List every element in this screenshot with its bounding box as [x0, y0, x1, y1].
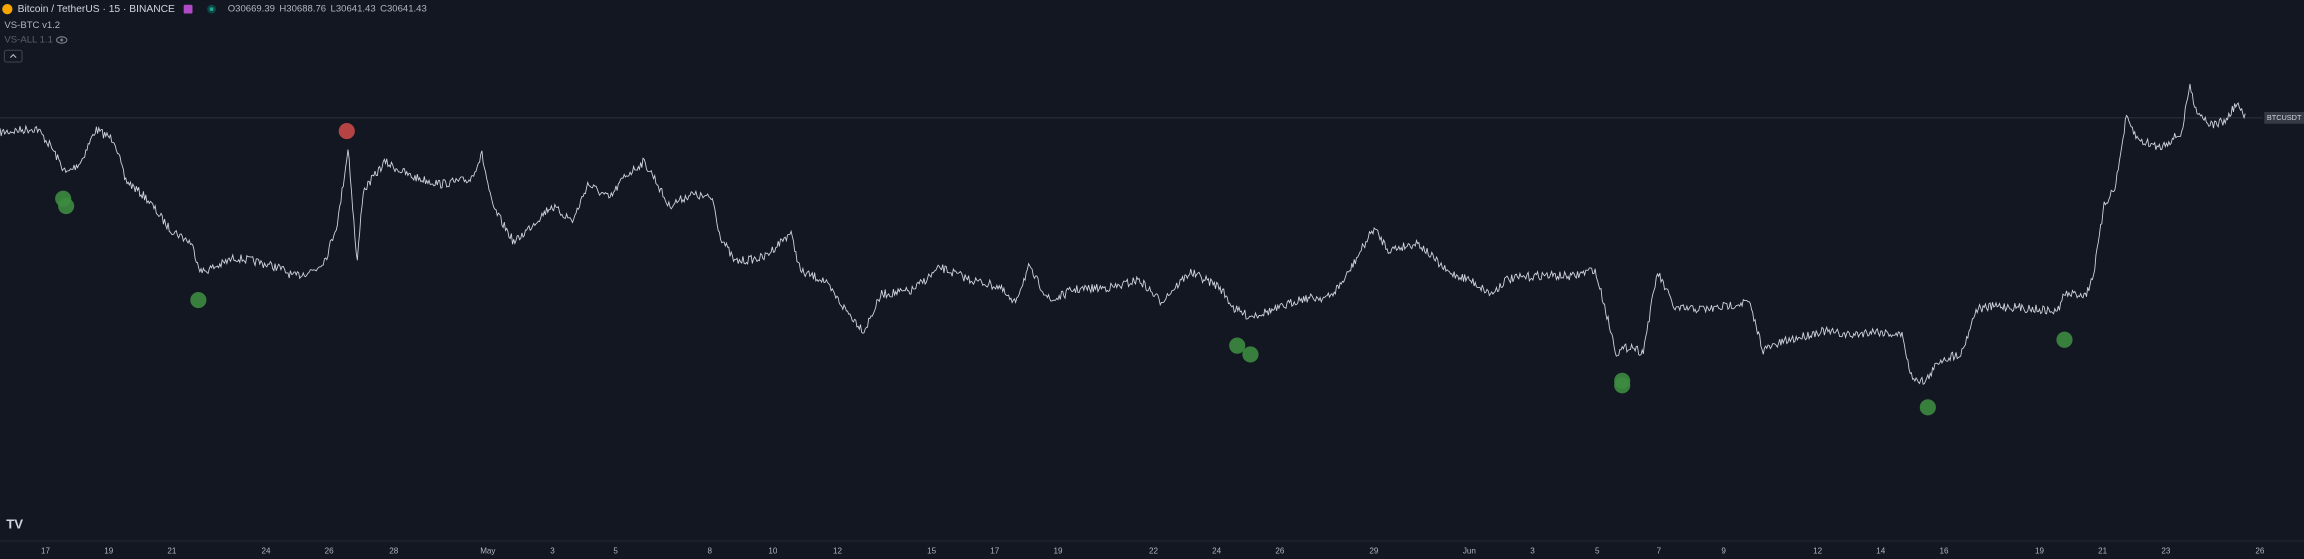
time-label: 16 — [1939, 546, 1948, 555]
time-label: 9 — [1721, 546, 1726, 555]
buy-signal — [1229, 337, 1246, 354]
time-label: 26 — [1275, 546, 1284, 555]
time-label: 15 — [927, 546, 936, 555]
visibility-icon-pupil — [60, 38, 64, 42]
ohlc-value: O30669.39 — [228, 4, 275, 15]
time-label: 24 — [1212, 546, 1221, 555]
time-label: 7 — [1657, 546, 1662, 555]
price-label-bg — [2264, 111, 2304, 124]
time-label: 22 — [1149, 546, 1158, 555]
buy-signal — [1242, 346, 1259, 363]
signals — [55, 123, 2073, 416]
time-label: 17 — [990, 546, 999, 555]
time-label: 24 — [261, 546, 270, 555]
time-label: 26 — [2255, 546, 2264, 555]
time-label: May — [480, 546, 496, 555]
time-label: 3 — [550, 546, 555, 555]
symbol-icon[interactable] — [2, 3, 13, 15]
time-label: 12 — [833, 546, 842, 555]
time-label: 17 — [41, 546, 50, 555]
time-label: 5 — [613, 546, 618, 555]
time-label: 19 — [104, 546, 113, 555]
price-label: BTCUSDT — [2267, 113, 2302, 122]
visibility-icon[interactable] — [55, 36, 68, 44]
time-label: Jun — [1463, 546, 1476, 555]
time-label: 21 — [2098, 546, 2107, 555]
time-label: 21 — [167, 546, 176, 555]
ohlc-value: L30641.43 — [331, 4, 376, 15]
time-label: 10 — [768, 546, 777, 555]
collapse-button[interactable] — [3, 49, 23, 63]
buy-signal — [1614, 377, 1631, 394]
ohlc-value: H30688.76 — [279, 4, 326, 15]
sell-signal — [338, 123, 355, 140]
time-label: 5 — [1595, 546, 1600, 555]
buy-signal — [2056, 331, 2073, 348]
ohlc-value: C30641.43 — [380, 4, 427, 15]
time-label: 28 — [389, 546, 398, 555]
ohlc-values: O30669.39 H30688.76 L30641.43 C30641.43 — [228, 4, 427, 15]
indicator-label[interactable]: VS-BTC v1.2 — [4, 20, 60, 31]
time-label: 26 — [325, 546, 334, 555]
indicator-label[interactable]: VS-ALL 1.1 — [4, 35, 52, 46]
time-label: 12 — [1813, 546, 1822, 555]
time-label: 8 — [707, 546, 712, 555]
symbol-title[interactable]: Bitcoin / TetherUS · 15 · BINANCE — [18, 4, 175, 15]
collapse-arrow — [9, 53, 17, 59]
buy-signal — [58, 197, 75, 215]
time-label: 19 — [2035, 546, 2044, 555]
time-axis: 17 19 21 24 26 28 May 3 5 8 10 12 15 17 19 22 24 26 29 Jun 3… — [41, 546, 2265, 555]
status-dot-inner — [209, 7, 214, 12]
tv-logo[interactable]: TV — [6, 516, 23, 531]
price-line — [0, 83, 2246, 385]
time-label: 29 — [1369, 546, 1378, 555]
flag-icon[interactable] — [183, 4, 193, 14]
time-label: 14 — [1876, 546, 1885, 555]
buy-signal — [190, 291, 207, 309]
buy-signal — [1919, 399, 1936, 416]
time-label: 19 — [1053, 546, 1062, 555]
time-label: 23 — [2161, 546, 2170, 555]
time-label: 3 — [1530, 546, 1535, 555]
